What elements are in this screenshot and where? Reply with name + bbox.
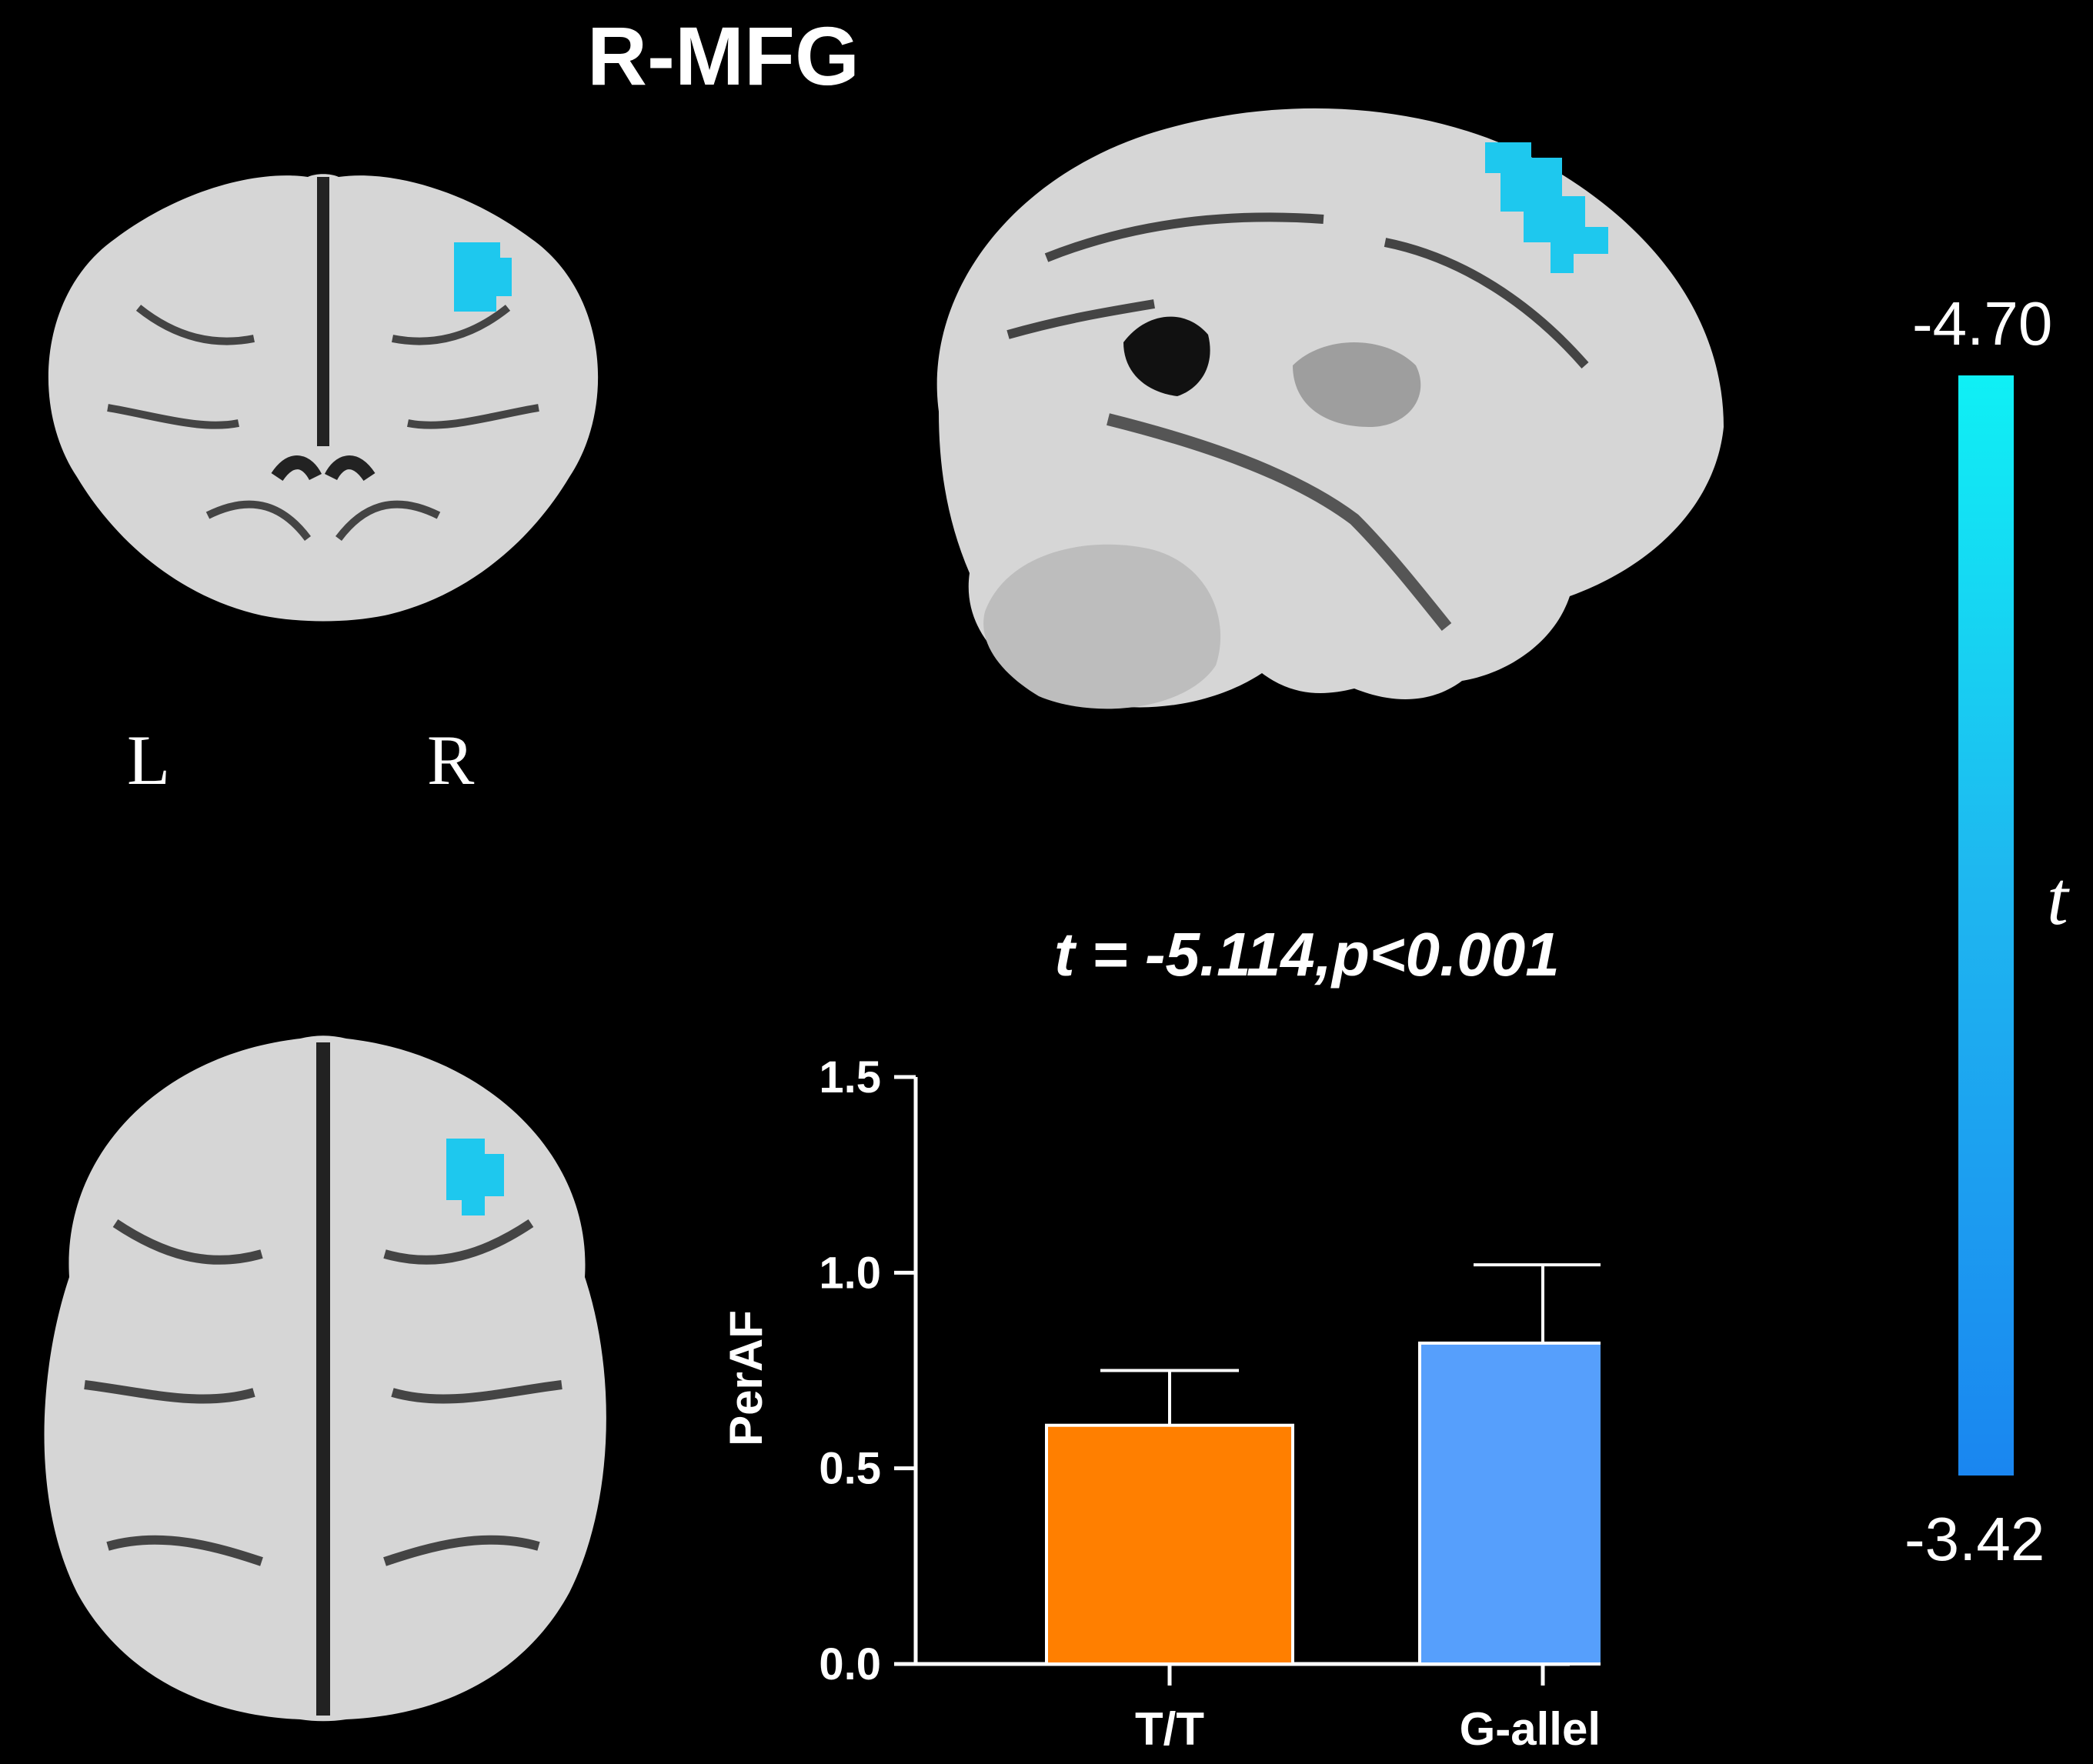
- y-tick-label: 1.5: [819, 1052, 881, 1102]
- y-tick-label: 0.0: [819, 1639, 881, 1689]
- colorbar-max-label: -4.70: [1912, 289, 2053, 358]
- orientation-left-label: L: [127, 721, 171, 799]
- x-category-label: T/T: [1135, 1703, 1204, 1755]
- y-axis-label: PerAF: [720, 1310, 772, 1446]
- statistic-annotation: t = -5.114,p<0.001: [1054, 920, 1560, 989]
- axial-brain-slice: [44, 1035, 606, 1722]
- y-tick-label: 0.5: [819, 1444, 881, 1494]
- sagittal-activation-cluster: [1485, 142, 1608, 273]
- colorbar-min-label: -3.42: [1904, 1505, 2045, 1573]
- colorbar-title: t: [2047, 855, 2068, 941]
- orientation-right-label: R: [427, 721, 475, 799]
- y-tick-label: 1.0: [819, 1248, 881, 1298]
- coronal-brain-slice: [48, 174, 599, 622]
- bar-chart: 0.0 0.5 1.0 1.5 PerAF T/T G-allele: [720, 1052, 1601, 1755]
- x-category-label: G-allele: [1460, 1703, 1601, 1755]
- coronal-activation-cluster: [454, 242, 512, 312]
- sagittal-brain-slice: [936, 108, 1724, 709]
- axial-activation-cluster: [446, 1139, 504, 1215]
- colorbar-gradient: [1958, 375, 2014, 1476]
- bar-g-allele: [1418, 1341, 1601, 1666]
- figure-title: R-MFG: [587, 9, 860, 102]
- bar-t-t: [1045, 1423, 1294, 1666]
